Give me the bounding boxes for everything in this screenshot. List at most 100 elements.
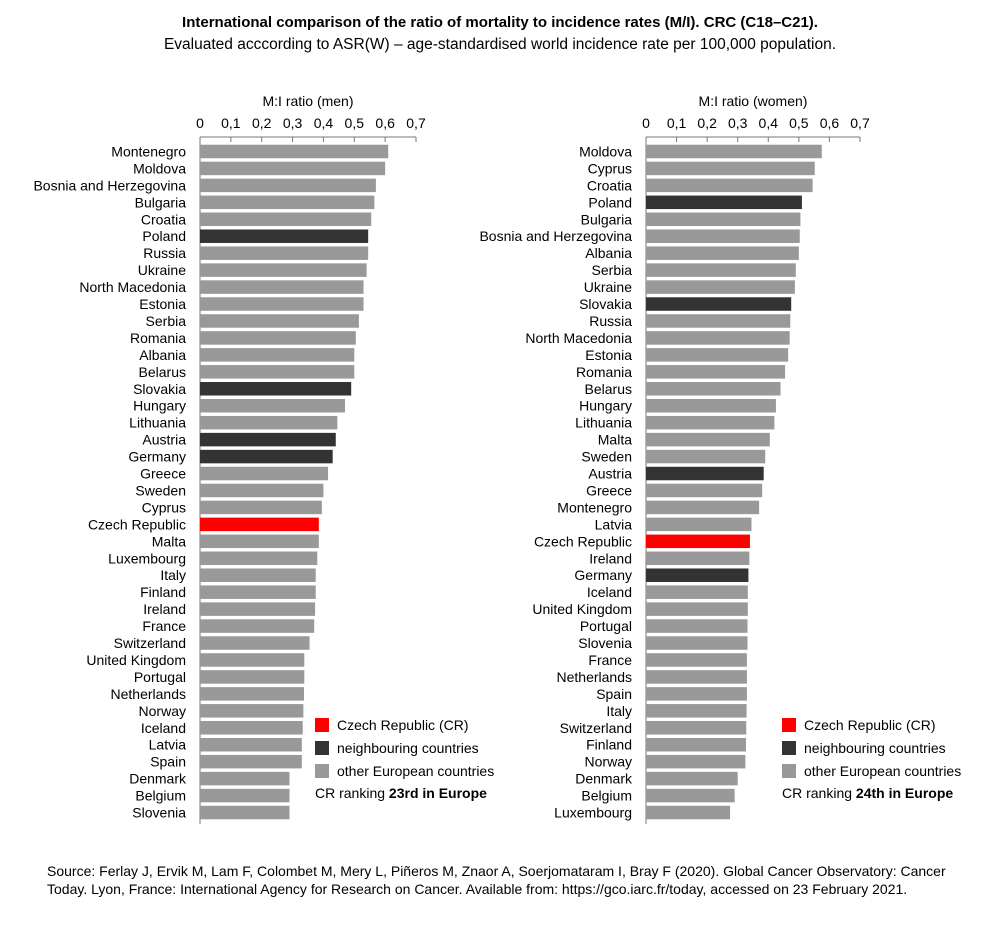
men-bar [200,280,364,294]
legend-item-neighbour: neighbouring countries [782,736,961,759]
men-bar [200,670,305,684]
legend-swatch-other [782,763,796,778]
women-bar [646,466,764,481]
men-category-label: Montenegro [111,143,186,159]
women-category-label: Belgium [581,788,632,804]
legend-swatch-neighbour [782,740,796,755]
men-tick-label: 0,3 [283,115,303,131]
women-bar [646,144,822,159]
men-category-label: Finland [140,584,186,600]
women-bar [646,721,747,735]
men-bar [200,534,319,549]
men-bar [200,229,369,243]
legend-swatch-cr [315,717,329,732]
women-bar [646,195,802,210]
women-tick-label: 0 [642,115,650,131]
women-category-label: Bulgaria [581,211,633,227]
ranking-men-value: 23rd in Europe [388,785,487,801]
women-bar [646,212,801,227]
men-bar [200,348,355,362]
legend-item-cr: Czech Republic (CR) [315,713,494,736]
women-tick-label: 0,5 [789,115,809,131]
women-bar [646,483,763,498]
men-category-label: Greece [140,466,186,482]
legend-label-cr: Czech Republic (CR) [337,716,469,733]
women-category-label: Ireland [589,550,632,566]
men-bar [200,331,356,345]
men-category-label: Cyprus [142,499,186,515]
women-category-label: Latvia [595,516,633,532]
men-bar [200,263,367,277]
men-category-label: Switzerland [114,635,186,651]
women-bar [646,314,791,328]
men-bar [200,585,316,599]
women-category-label: Slovakia [579,296,632,312]
women-category-label: Denmark [575,771,633,787]
women-category-label: Lithuania [575,415,632,431]
women-category-label: Greece [586,482,632,498]
men-bar [200,517,319,532]
men-category-label: Malta [152,533,186,549]
women-bar [646,754,746,769]
women-category-label: Finland [586,737,632,753]
men-ratio-chart: M:I ratio (men) 0 0,1 0,2 0,3 0,4 0,5 0,6 0,7 Mon… [33,93,426,824]
women-category-label: Malta [598,432,632,448]
men-bar [200,449,333,464]
men-category-label: Ireland [143,601,186,617]
women-category-label: Spain [596,686,632,702]
women-category-label: Estonia [585,347,632,363]
women-category-label: Poland [588,194,632,210]
ranking-men-prefix: CR ranking [315,785,389,801]
men-bar [200,636,310,650]
legend-item-cr: Czech Republic (CR) [782,713,961,736]
legend-label-neighbour: neighbouring countries [804,739,946,756]
women-category-label: United Kingdom [532,601,632,617]
men-category-label: United Kingdom [86,652,186,668]
men-category-label: Ukraine [138,262,186,278]
men-bar [200,382,352,396]
women-category-label: Czech Republic [534,533,632,549]
men-category-label: Lithuania [129,415,186,431]
women-category-label: Norway [585,754,632,770]
women-category-label: Slovenia [578,635,632,651]
men-category-label: Bosnia and Herzegovina [33,177,186,193]
legend-men: Czech Republic (CR) neighbouring countri… [315,713,494,804]
women-bar [646,229,800,243]
men-category-label: Czech Republic [88,516,186,532]
men-bar [200,500,322,515]
women-bar [646,805,731,820]
men-tick-label: 0,6 [375,115,395,131]
women-tick-label: 0,7 [850,115,870,131]
women-bar [646,704,747,718]
women-bar [646,670,747,684]
women-bar [646,331,790,345]
women-bar [646,585,748,599]
women-category-label: France [588,652,632,668]
men-bar [200,432,336,447]
women-bar [646,551,750,566]
men-bar [200,297,364,311]
women-bar [646,280,795,294]
women-ratio-chart: M:I ratio (women) 0 0,1 0,2 0,3 0,4 0,5 0,6 0,7 M… [479,93,870,824]
men-category-label: Iceland [141,720,186,736]
women-bar [646,500,760,515]
women-bar [646,687,747,701]
men-bar [200,737,302,752]
women-bar [646,602,748,616]
men-bar [200,568,316,582]
women-bar [646,365,786,379]
men-category-label: Serbia [146,313,187,329]
women-category-label: Ukraine [584,279,632,295]
ranking-women: CR ranking 24th in Europe [782,782,961,804]
women-category-label: Romania [576,364,632,380]
men-category-label: Denmark [129,771,187,787]
women-category-label: Iceland [587,584,632,600]
women-bar [646,737,746,752]
men-bar [200,653,305,667]
men-category-label: Hungary [133,398,186,414]
women-bar [646,534,750,549]
ranking-men: CR ranking 23rd in Europe [315,782,494,804]
men-bar [200,805,290,820]
men-bar [200,721,303,735]
men-category-label: Russia [143,245,186,261]
